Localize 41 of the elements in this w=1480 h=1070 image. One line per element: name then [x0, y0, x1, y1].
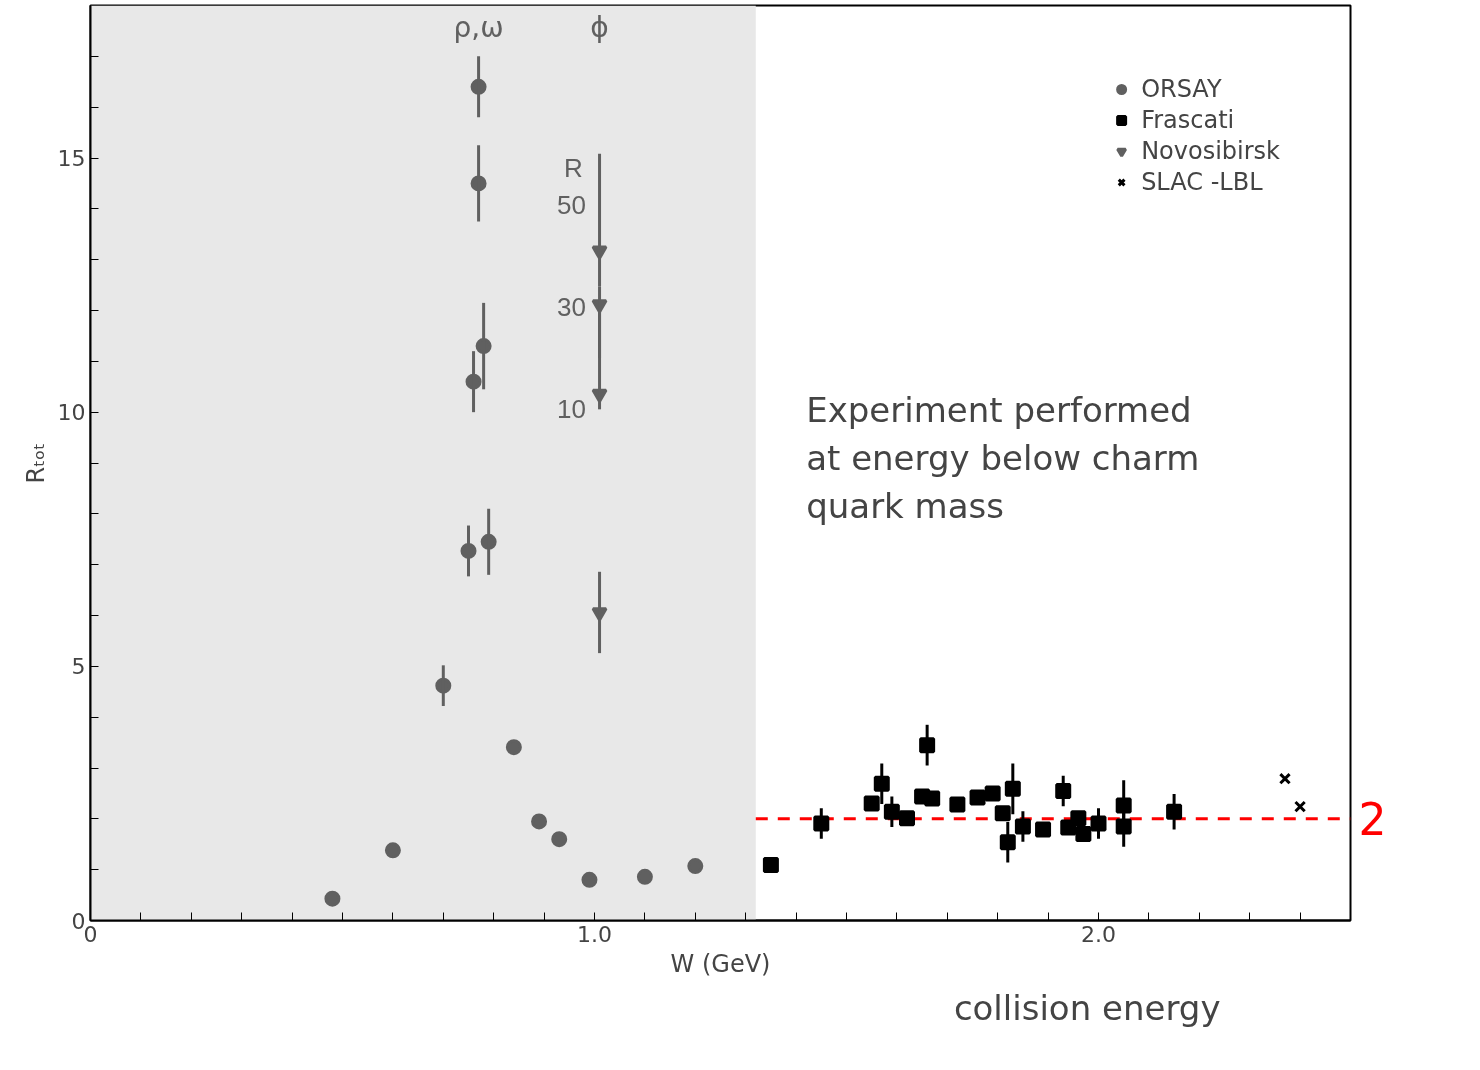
x-tick-label: 1.0 [577, 921, 613, 947]
point [984, 785, 1001, 802]
y-axis-title: Rₜₒₜ [21, 442, 50, 484]
point [762, 857, 779, 874]
legend-label: ORSAY [1141, 75, 1222, 103]
x-axis-title: W (GeV) [670, 949, 771, 978]
point [1075, 826, 1092, 843]
point [531, 813, 548, 830]
point [1070, 810, 1087, 827]
legend-label: Frascati [1141, 106, 1235, 134]
point [863, 795, 880, 812]
point [505, 739, 522, 756]
ref-line-label: 2 [1358, 794, 1387, 846]
legend-label: SLAC -LBL [1141, 168, 1263, 196]
point [924, 790, 941, 807]
point [551, 831, 568, 848]
legend-label: Novosibirsk [1141, 137, 1280, 165]
point [969, 789, 986, 806]
y-tick-label: 10 [57, 400, 86, 426]
point [949, 796, 966, 813]
point [994, 805, 1011, 822]
y-tick-label: 15 [57, 146, 86, 171]
y-tick-label: 5 [71, 654, 86, 680]
point [1035, 821, 1052, 838]
annotation: ρ,ω [453, 10, 504, 44]
band-label: Experiment performed at energy below charm quark mass [806, 389, 1200, 526]
y2-tick-label: 30 [557, 292, 586, 323]
point [1294, 800, 1307, 813]
point [898, 810, 915, 827]
y2-tick-label: 50 [557, 189, 586, 220]
annotation: ϕ [590, 10, 609, 44]
point [384, 842, 401, 859]
point [687, 858, 704, 875]
point [581, 871, 598, 888]
y2-tick-label: 10 [557, 394, 586, 425]
point [324, 890, 341, 907]
point [636, 868, 653, 885]
y2-axis-title: R [563, 152, 583, 183]
text: collision energy [953, 987, 1221, 1028]
x-tick-label: 2.0 [1081, 921, 1117, 947]
point [1278, 772, 1292, 785]
